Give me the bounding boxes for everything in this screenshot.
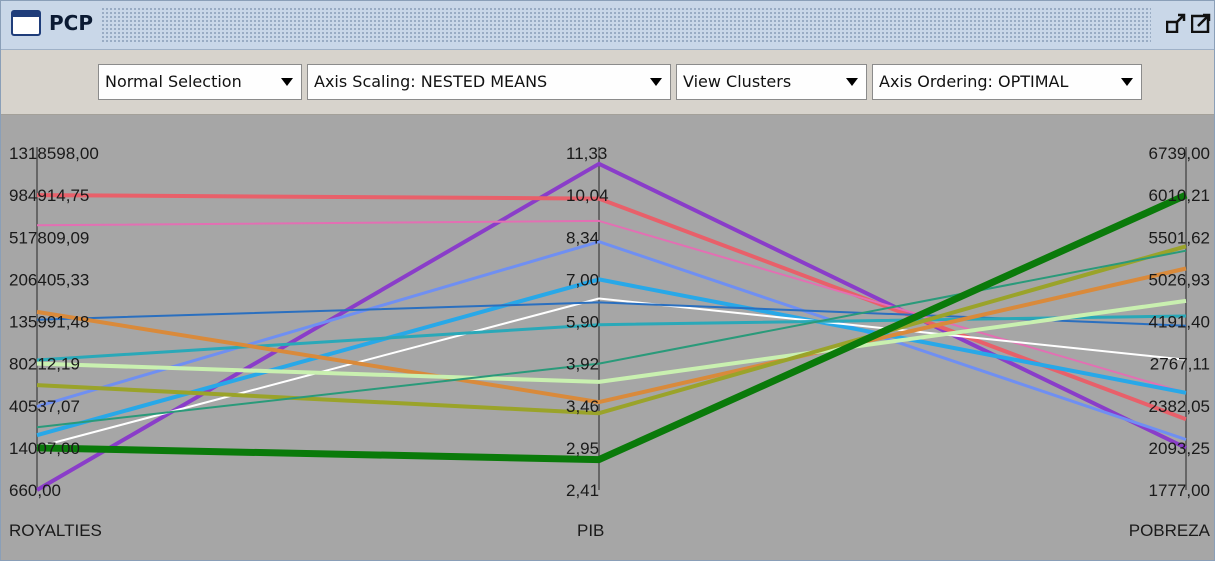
- tick-label: 135991,48: [9, 313, 89, 332]
- axis-name-label: ROYALTIES: [9, 521, 102, 540]
- view-clusters-label: View Clusters: [683, 72, 792, 91]
- tick-label: 1318598,00: [9, 144, 99, 163]
- data-line: [35, 161, 1187, 492]
- chevron-down-icon: [650, 78, 662, 86]
- tick-label: 2,41: [566, 481, 599, 500]
- data-line: [36, 249, 1187, 429]
- data-line: [36, 266, 1187, 405]
- axis-ordering-label: Axis Ordering: OPTIMAL: [879, 72, 1069, 91]
- data-line: [36, 298, 1187, 384]
- tick-label: 11,33: [566, 144, 607, 163]
- chevron-down-icon: [281, 78, 293, 86]
- data-line: [36, 193, 1187, 422]
- tick-label: 6739,00: [1149, 144, 1210, 163]
- tick-label: 14007,00: [9, 439, 80, 458]
- tick-label: 2767,11: [1150, 355, 1210, 374]
- tick-label: 5,90: [566, 313, 599, 332]
- data-line: [36, 314, 1187, 362]
- tick-label: 984914,75: [9, 186, 89, 205]
- data-line: [36, 297, 1187, 449]
- axis-ordering-select[interactable]: Axis Ordering: OPTIMAL: [872, 64, 1142, 100]
- toolbar: Normal Selection Axis Scaling: NESTED ME…: [1, 50, 1214, 115]
- selection-mode-label: Normal Selection: [105, 72, 242, 91]
- tick-label: 2093,25: [1149, 439, 1210, 458]
- data-line: [36, 244, 1187, 416]
- pcp-chart[interactable]: 1318598,00 984914,75 517809,09 206405,33 135…: [1, 115, 1214, 560]
- title-bar[interactable]: PCP: [1, 1, 1214, 50]
- view-clusters-select[interactable]: View Clusters: [676, 64, 867, 100]
- window-title: PCP: [49, 11, 93, 35]
- tick-label: 206405,33: [9, 270, 89, 289]
- tick-label: 5026,93: [1149, 270, 1210, 289]
- tick-label: 2382,05: [1149, 397, 1210, 416]
- axis-name-label: PIB: [577, 521, 604, 540]
- window-icon: [11, 10, 41, 36]
- data-line: [36, 240, 1187, 442]
- tick-label: 517809,09: [9, 228, 89, 247]
- tick-label: 80212,19: [9, 355, 80, 374]
- chevron-down-icon: [1121, 78, 1133, 86]
- tick-label: 4191,40: [1149, 313, 1210, 332]
- chevron-down-icon: [846, 78, 858, 86]
- tick-label: 3,92: [566, 355, 599, 374]
- tick-label: 7,00: [566, 270, 599, 289]
- tick-label: 3,46: [566, 397, 599, 416]
- tick-label: 5501,62: [1149, 228, 1210, 247]
- axis-scaling-select[interactable]: Axis Scaling: NESTED MEANS: [307, 64, 671, 100]
- selection-mode-select[interactable]: Normal Selection: [98, 64, 302, 100]
- tick-label: 10,04: [566, 186, 609, 205]
- tick-label: 2,95: [566, 439, 599, 458]
- data-line: [36, 219, 1187, 394]
- axis-scaling-label: Axis Scaling: NESTED MEANS: [314, 72, 548, 91]
- maximize-icon[interactable]: [1191, 13, 1211, 33]
- tick-label: 1777,00: [1149, 481, 1210, 500]
- title-bar-pattern: [101, 7, 1151, 43]
- axis-name-label: POBREZA: [1129, 521, 1211, 540]
- tick-label: 8,34: [566, 228, 599, 247]
- restore-icon[interactable]: [1166, 13, 1186, 33]
- tick-label: 40537,07: [9, 397, 80, 416]
- tick-label: 660,00: [9, 481, 61, 500]
- pcp-plot-area[interactable]: 1318598,00 984914,75 517809,09 206405,33 135…: [1, 115, 1214, 560]
- data-line: [36, 191, 1188, 464]
- tick-label: 6010,21: [1149, 186, 1210, 205]
- data-line: [36, 277, 1187, 438]
